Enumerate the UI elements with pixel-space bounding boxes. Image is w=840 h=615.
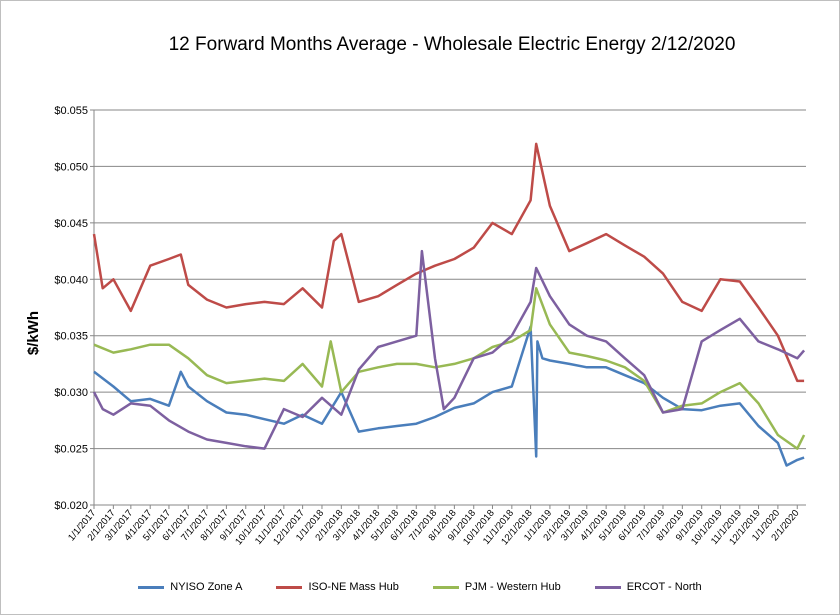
y-tick-label: $0.025 <box>54 444 88 456</box>
series-line <box>92 249 806 450</box>
chart-title: 12 Forward Months Average - Wholesale El… <box>168 34 736 55</box>
legend-swatch <box>276 585 303 589</box>
y-tick-label: $0.035 <box>54 331 88 343</box>
y-tick-label: $0.055 <box>54 105 88 117</box>
y-tick-label: $0.050 <box>54 161 88 173</box>
legend-item: ISO-NE Mass Hub <box>276 581 399 593</box>
y-tick-label: $0.045 <box>54 218 88 230</box>
y-tick-label: $0.020 <box>54 500 88 512</box>
legend-swatch <box>594 585 621 589</box>
y-tick-label: $0.040 <box>54 274 88 286</box>
legend-swatch <box>138 585 165 589</box>
series-line <box>93 287 806 450</box>
y-axis-label: $/kWh <box>25 311 42 355</box>
legend-swatch <box>432 585 459 589</box>
chart-legend: NYISO Zone A ISO-NE Mass Hub PJM - Western… <box>0 581 840 593</box>
legend-label: ERCOT - North <box>626 581 702 593</box>
legend-label: PJM - Western Hub <box>464 581 561 593</box>
legend-item: PJM - Western Hub <box>432 581 561 593</box>
legend-item: NYISO Zone A <box>138 581 242 593</box>
legend-item: ERCOT - North <box>594 581 702 593</box>
y-tick-label: $0.030 <box>54 387 88 399</box>
series-line <box>92 142 805 383</box>
series-line <box>93 325 805 467</box>
legend-label: NYISO Zone A <box>170 581 243 593</box>
legend-label: ISO-NE Mass Hub <box>308 581 399 593</box>
